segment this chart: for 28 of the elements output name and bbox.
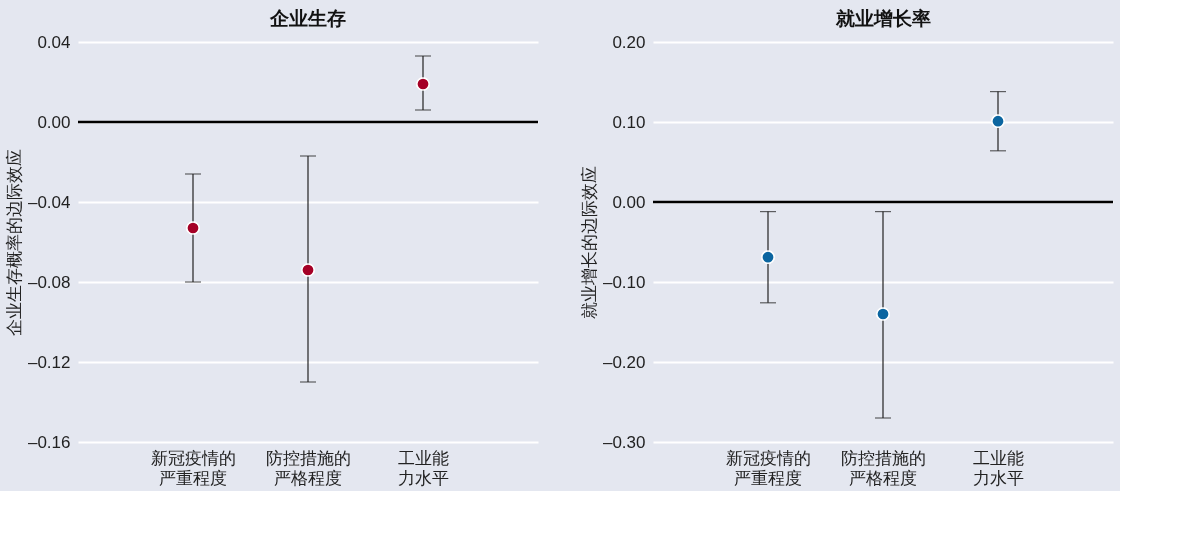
- x-tick-label: 工业能力水平: [397, 448, 449, 488]
- y-tick-label: –0.30: [602, 432, 646, 452]
- y-tick-label: –0.12: [27, 352, 71, 372]
- x-tick-label: 防控措施的严格程度: [840, 448, 926, 488]
- y-tick-label: 0.04: [37, 32, 71, 52]
- y-tick-label: –0.16: [27, 432, 71, 452]
- y-tick-label: 0.00: [612, 192, 646, 212]
- y-tick-label: 0.10: [612, 112, 646, 132]
- y-tick-label: –0.04: [27, 192, 71, 212]
- y-tick-label: 0.20: [612, 32, 646, 52]
- chart-title: 就业增长率: [834, 8, 931, 29]
- y-axis-title: 就业增长的边际效应: [579, 166, 599, 319]
- x-tick-label: 新冠疫情的严重程度: [725, 448, 811, 488]
- x-tick-label: 工业能力水平: [972, 448, 1024, 488]
- point: [301, 263, 315, 277]
- point: [991, 114, 1005, 129]
- y-tick-label: –0.10: [602, 272, 646, 292]
- y-tick-label: –0.20: [602, 352, 646, 372]
- chart-title: 企业生存: [269, 8, 346, 29]
- point: [416, 77, 430, 91]
- point: [186, 221, 200, 235]
- y-tick-label: –0.08: [27, 272, 71, 292]
- y-tick-label: 0.00: [37, 112, 71, 132]
- x-tick-label: 新冠疫情的严重程度: [150, 448, 236, 488]
- x-tick-label: 防控措施的严格程度: [265, 448, 351, 488]
- point: [876, 307, 890, 321]
- point: [761, 250, 775, 265]
- y-axis-title: 企业生存概率的边际效应: [4, 149, 24, 336]
